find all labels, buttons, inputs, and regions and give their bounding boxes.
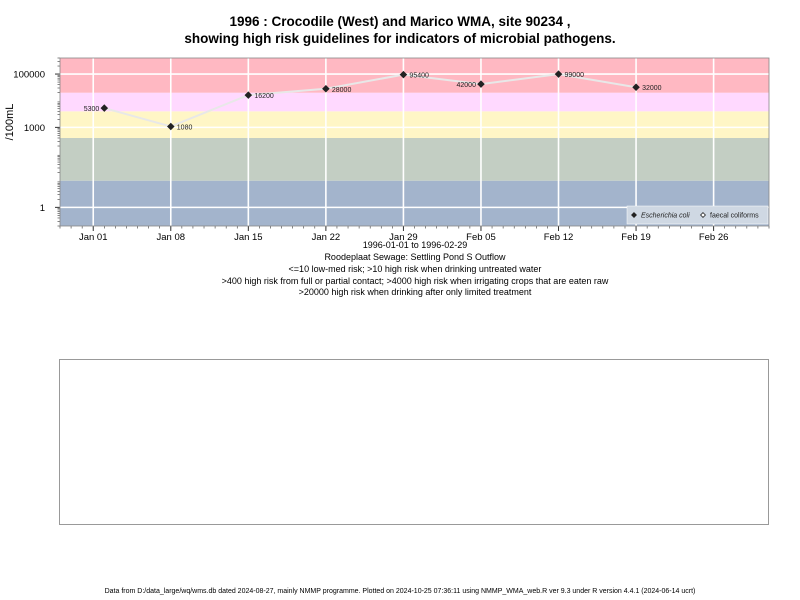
x-tick-label-1: Jan 08 bbox=[157, 232, 186, 240]
data-point-0-4 bbox=[399, 70, 408, 79]
series-line-0 bbox=[104, 73, 637, 128]
data-point-0-1 bbox=[167, 122, 175, 131]
date-range-text: 1996-01-01 to 1996-02-29 bbox=[362, 240, 468, 250]
data-label-0-6: 99000 bbox=[565, 72, 585, 79]
x-tick-label-5: Feb 05 bbox=[466, 232, 496, 240]
data-point-0-7 bbox=[632, 83, 640, 92]
x-tick-label-4: Jan 29 bbox=[389, 232, 418, 240]
y-axis-label: /100mL bbox=[4, 104, 16, 141]
legend-label-0: Escherichia coli bbox=[641, 213, 690, 220]
x-tick-label-8: Feb 26 bbox=[699, 232, 729, 240]
x-tick-label-6: Feb 12 bbox=[544, 232, 574, 240]
log-scale-line-chart: Jan 01 Jan 08 Jan 15 Jan 22 Jan 29 Feb 05 Feb … bbox=[4, 57, 770, 240]
guideline-contact-text: >400 high risk from full or partial cont… bbox=[221, 276, 609, 286]
data-label-0-0: 5300 bbox=[84, 106, 100, 113]
guideline-treatment-text: >20000 high risk when drinking after onl… bbox=[298, 287, 532, 297]
empty-plot-panel bbox=[59, 359, 769, 525]
data-point-0-0 bbox=[100, 104, 109, 112]
y-tick-label-2: 100000 bbox=[13, 70, 45, 81]
x-tick-label-3: Jan 22 bbox=[312, 232, 341, 240]
legend-marker-0 bbox=[631, 212, 637, 218]
guideline-drinking-text: <=10 low-med risk; >10 high risk when dr… bbox=[288, 264, 542, 274]
chart-title: 1996 : Crocodile (West) and Marico WMA, … bbox=[0, 13, 800, 47]
site-name-text: Roodeplaat Sewage: Settling Pond S Outfl… bbox=[324, 252, 506, 262]
data-label-0-2: 16200 bbox=[254, 93, 274, 100]
risk-band-2 bbox=[60, 111, 769, 138]
data-label-0-5: 42000 bbox=[457, 82, 477, 89]
data-label-0-7: 32000 bbox=[642, 85, 662, 92]
legend-label-1: faecal coliforms bbox=[710, 213, 759, 220]
data-source-footer: Data from D:/data_large/wq/wms.db dated … bbox=[104, 588, 696, 595]
risk-band-1 bbox=[60, 137, 769, 181]
x-tick-label-2: Jan 15 bbox=[234, 232, 263, 240]
data-point-0-5 bbox=[477, 80, 485, 88]
data-point-0-6 bbox=[554, 70, 563, 78]
legend-marker-1 bbox=[700, 212, 706, 218]
data-point-0-2 bbox=[244, 91, 253, 99]
legend-box bbox=[626, 205, 769, 225]
plot-panel-border bbox=[59, 57, 770, 227]
x-tick-label-7: Feb 19 bbox=[621, 232, 651, 240]
y-tick-label-0: 1 bbox=[40, 203, 45, 214]
data-label-0-1: 1080 bbox=[177, 124, 193, 131]
data-label-0-3: 28000 bbox=[332, 87, 352, 94]
data-label-0-4: 95400 bbox=[409, 73, 429, 80]
x-tick-label-0: Jan 01 bbox=[79, 232, 108, 240]
chart-title-line-1: 1996 : Crocodile (West) and Marico WMA, … bbox=[229, 14, 571, 29]
chart-title-line-2: showing high risk guidelines for indicat… bbox=[184, 31, 616, 46]
risk-band-3 bbox=[60, 92, 769, 112]
y-tick-label-1: 1000 bbox=[24, 123, 45, 134]
data-point-0-3 bbox=[322, 85, 330, 93]
